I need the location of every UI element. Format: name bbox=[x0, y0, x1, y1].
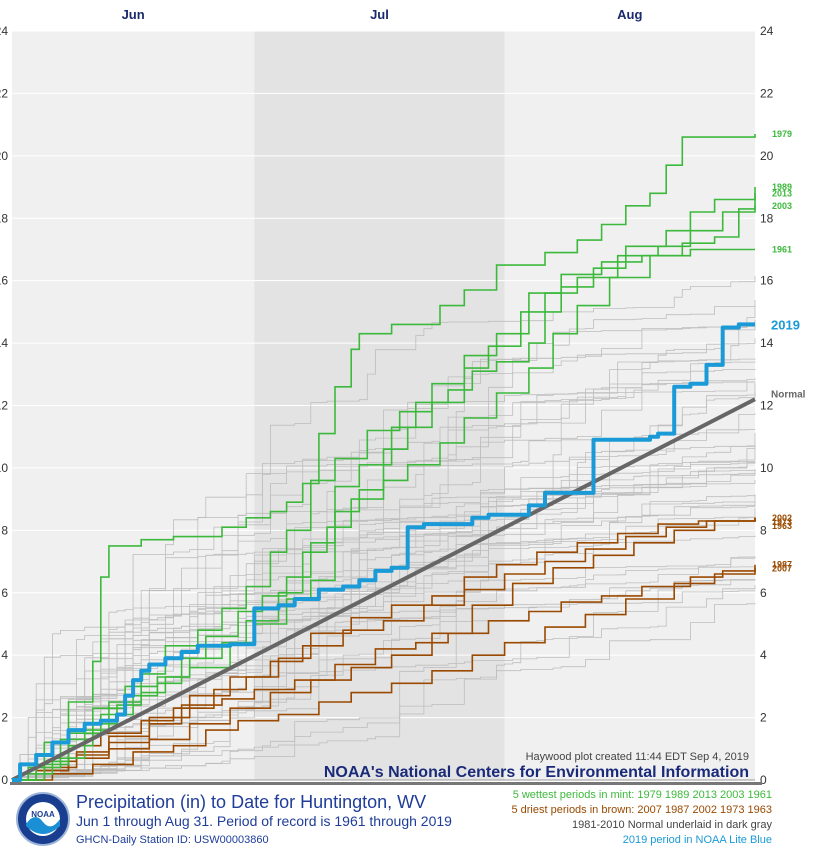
series-label-1963: 1963 bbox=[772, 521, 792, 531]
other-year-line bbox=[12, 508, 756, 781]
current-series bbox=[12, 322, 755, 782]
month-label-jun: Jun bbox=[122, 7, 145, 22]
driest-series bbox=[12, 517, 756, 781]
y-tick-right: 6 bbox=[760, 586, 767, 600]
month-label-aug: Aug bbox=[617, 7, 642, 22]
plot-timestamp: Haywood plot created 11:44 EDT Sep 4, 20… bbox=[526, 751, 749, 763]
noaa-logo: NOAA bbox=[16, 792, 70, 846]
y-tick-left: 6 bbox=[1, 586, 8, 600]
series-label-2002: 2002 bbox=[772, 513, 792, 523]
wettest-line-1979 bbox=[12, 134, 756, 781]
driest-line-1987 bbox=[12, 564, 756, 781]
y-tick-left: 8 bbox=[1, 523, 8, 537]
y-tick-right: 20 bbox=[760, 149, 774, 163]
series-label-1973: 1973 bbox=[772, 517, 792, 527]
month-label-jul: Jul bbox=[370, 7, 389, 22]
other-year-line bbox=[12, 358, 756, 781]
y-tick-right: 2 bbox=[760, 711, 767, 725]
other-year-line bbox=[12, 579, 756, 781]
other-year-line bbox=[12, 535, 756, 781]
series-label-1979: 1979 bbox=[772, 129, 792, 139]
series-label-2013: 2013 bbox=[772, 188, 792, 198]
noaa-logo-text: NOAA bbox=[31, 810, 55, 819]
wettest-line-2003 bbox=[12, 205, 756, 781]
footer-divider bbox=[10, 782, 762, 785]
y-tick-left: 18 bbox=[0, 211, 8, 225]
y-tick-left: 14 bbox=[0, 336, 8, 350]
series-label-1961: 1961 bbox=[772, 244, 792, 254]
series-label-1987: 1987 bbox=[772, 560, 792, 570]
legend-current: 2019 period in NOAA Lite Blue bbox=[623, 834, 772, 846]
normal-series-label: Normal bbox=[771, 389, 806, 400]
ncei-banner: NOAA's National Centers for Environmenta… bbox=[324, 764, 749, 781]
chart-title: Precipitation (in) to Date for Huntingto… bbox=[76, 792, 426, 812]
y-tick-right: 0 bbox=[760, 773, 767, 787]
other-year-line bbox=[12, 390, 756, 781]
driest-line-2007 bbox=[12, 567, 756, 781]
y-tick-right: 4 bbox=[760, 648, 767, 662]
y-tick-right: 22 bbox=[760, 86, 774, 100]
series-label-1989: 1989 bbox=[772, 182, 792, 192]
wettest-line-1961 bbox=[12, 248, 755, 781]
other-year-line bbox=[12, 429, 756, 781]
station-id: GHCN-Daily Station ID: USW00003860 bbox=[76, 834, 269, 846]
series-label-2003: 2003 bbox=[772, 201, 792, 211]
y-tick-right: 10 bbox=[760, 461, 774, 475]
y-tick-left: 20 bbox=[0, 149, 8, 163]
y-tick-left: 2 bbox=[1, 711, 8, 725]
y-tick-left: 0 bbox=[1, 773, 8, 787]
y-tick-right: 16 bbox=[760, 274, 774, 288]
series-label-2007: 2007 bbox=[772, 564, 792, 574]
y-tick-left: 4 bbox=[1, 648, 8, 662]
legend-driest: 5 driest periods in brown: 2007 1987 200… bbox=[511, 804, 772, 816]
wettest-line-2013 bbox=[12, 193, 756, 781]
legend-normal: 1981-2010 Normal underlaid in dark gray bbox=[572, 819, 772, 831]
other-year-line bbox=[12, 468, 756, 781]
chart-subtitle: Jun 1 through Aug 31. Period of record i… bbox=[76, 813, 452, 829]
legend-wettest: 5 wettest periods in mint: 1979 1989 201… bbox=[513, 789, 772, 801]
current-year-line bbox=[12, 322, 755, 782]
wettest-series bbox=[12, 134, 756, 781]
y-tick-left: 12 bbox=[0, 399, 8, 413]
other-year-line bbox=[12, 413, 756, 781]
y-tick-right: 24 bbox=[760, 24, 774, 38]
y-tick-right: 18 bbox=[760, 211, 774, 225]
driest-line-1973 bbox=[12, 517, 756, 781]
y-tick-right: 8 bbox=[760, 523, 767, 537]
other-year-line bbox=[12, 585, 756, 781]
driest-line-1963 bbox=[12, 517, 756, 781]
driest-line-2002 bbox=[12, 517, 756, 781]
current-series-label: 2019 bbox=[771, 317, 800, 332]
normal-series bbox=[11, 397, 756, 782]
y-tick-left: 10 bbox=[0, 461, 8, 475]
y-tick-left: 24 bbox=[0, 24, 8, 38]
y-tick-left: 16 bbox=[0, 274, 8, 288]
y-tick-left: 22 bbox=[0, 86, 8, 100]
y-axis-labels: 0022446688101012121414161618182020222224… bbox=[0, 24, 774, 787]
normal-line bbox=[11, 397, 756, 782]
y-tick-right: 12 bbox=[760, 399, 774, 413]
month-labels: Jun Jul Aug bbox=[122, 7, 643, 22]
y-tick-right: 14 bbox=[760, 336, 774, 350]
